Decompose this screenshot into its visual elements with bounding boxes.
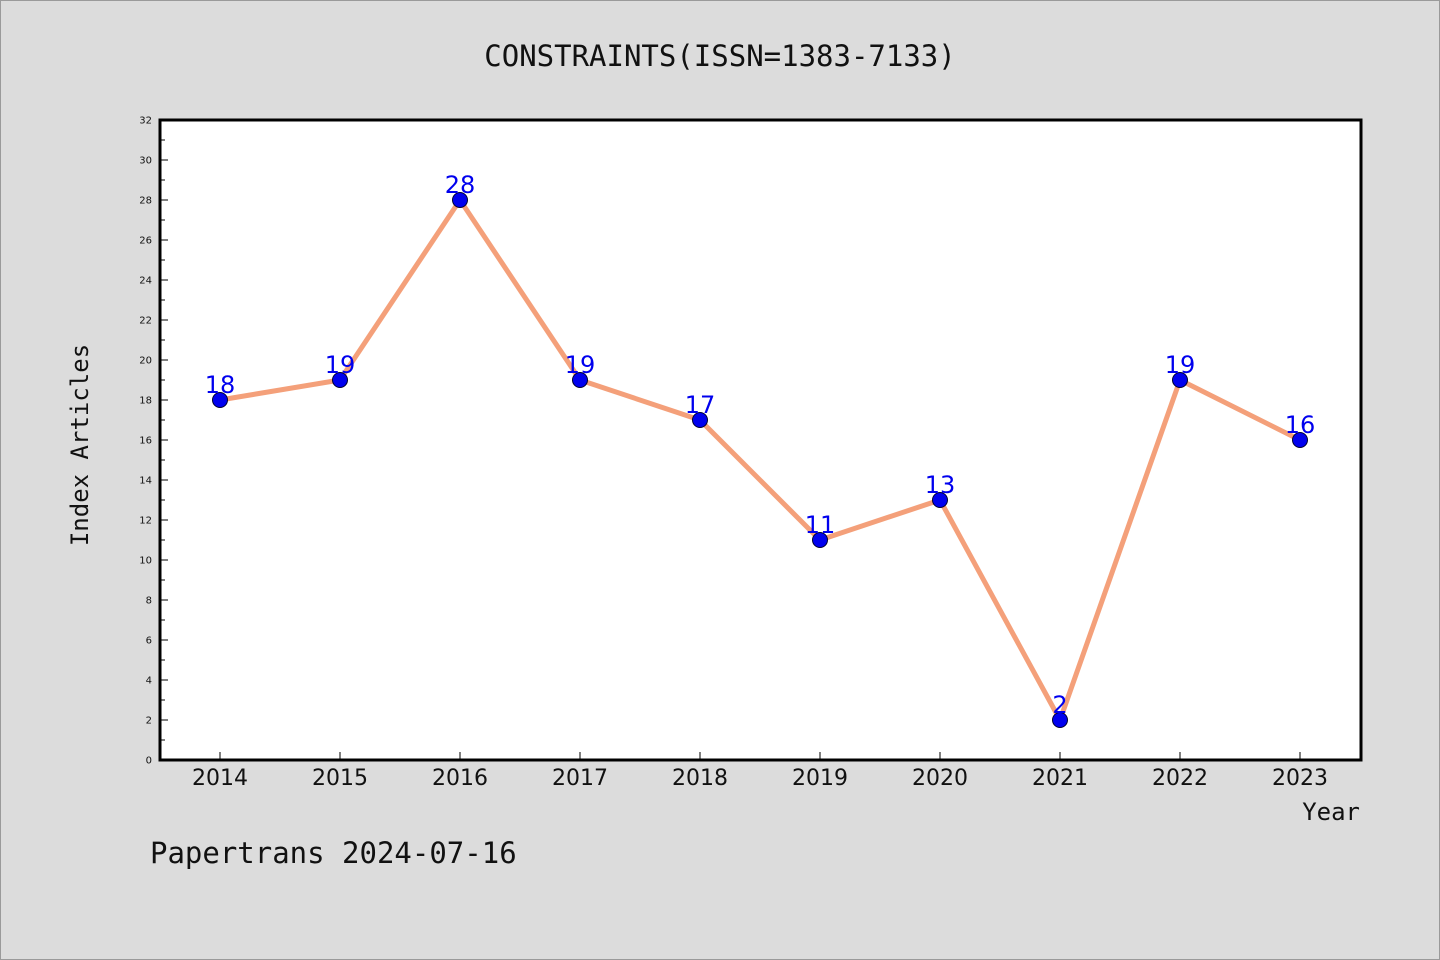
- data-label: 11: [805, 511, 836, 539]
- y-tick-label: 30: [139, 156, 152, 167]
- data-point: [1172, 372, 1188, 388]
- x-tick-label: 2016: [432, 766, 488, 791]
- data-label: 19: [565, 351, 596, 379]
- data-label: 13: [925, 471, 956, 499]
- data-label: 17: [685, 391, 716, 419]
- y-tick-label: 20: [139, 356, 152, 367]
- y-tick-label: 18: [139, 396, 152, 407]
- y-tick-label: 10: [139, 556, 152, 567]
- y-axis-label: Index Articles: [66, 344, 94, 546]
- data-label: 18: [205, 371, 236, 399]
- data-point: [1292, 432, 1308, 448]
- data-label: 28: [445, 171, 476, 199]
- data-label: 19: [325, 351, 356, 379]
- y-tick-label: 12: [139, 516, 152, 527]
- y-tick-label: 0: [146, 756, 152, 767]
- data-point: [332, 372, 348, 388]
- x-axis-label: Year: [1302, 798, 1360, 826]
- y-tick-label: 26: [139, 236, 152, 247]
- x-tick-label: 2014: [192, 766, 248, 791]
- x-tick-label: 2019: [792, 766, 848, 791]
- data-point: [212, 392, 228, 408]
- data-point: [932, 492, 948, 508]
- data-label: 16: [1285, 411, 1316, 439]
- y-tick-label: 6: [146, 636, 152, 647]
- y-tick-label: 8: [146, 596, 152, 607]
- x-tick-label: 2022: [1152, 766, 1208, 791]
- x-axis: 2014 2015 2016 2017 2018 2019 2020 2021 2022 2023: [192, 752, 1328, 791]
- y-tick-label: 24: [139, 276, 152, 287]
- series-group: 18 19 28 19 17 11 13 2 19 16: [205, 171, 1316, 728]
- x-tick-label: 2015: [312, 766, 368, 791]
- data-point: [572, 372, 588, 388]
- y-tick-label: 22: [139, 316, 152, 327]
- x-tick-label: 2017: [552, 766, 608, 791]
- y-tick-label: 14: [139, 476, 152, 487]
- x-tick-label: 2021: [1032, 766, 1088, 791]
- data-label: 2: [1052, 691, 1067, 719]
- data-point: [692, 412, 708, 428]
- data-point: [452, 192, 468, 208]
- plot-area: [158, 118, 1363, 762]
- y-tick-label: 4: [146, 676, 152, 687]
- y-tick-label: 28: [139, 196, 152, 207]
- watermark-text: Papertrans 2024-07-16: [150, 836, 517, 870]
- chart-title: CONSTRAINTS(ISSN=1383-7133): [484, 39, 955, 73]
- y-tick-label: 16: [139, 436, 152, 447]
- x-tick-label: 2023: [1272, 766, 1328, 791]
- y-tick-label: 32: [139, 116, 152, 127]
- data-label: 19: [1165, 351, 1196, 379]
- data-point: [1052, 712, 1068, 728]
- x-tick-label: 2018: [672, 766, 728, 791]
- y-tick-label: 2: [146, 716, 152, 727]
- x-tick-label: 2020: [912, 766, 968, 791]
- data-point: [812, 532, 828, 548]
- series-line: [219, 197, 1302, 723]
